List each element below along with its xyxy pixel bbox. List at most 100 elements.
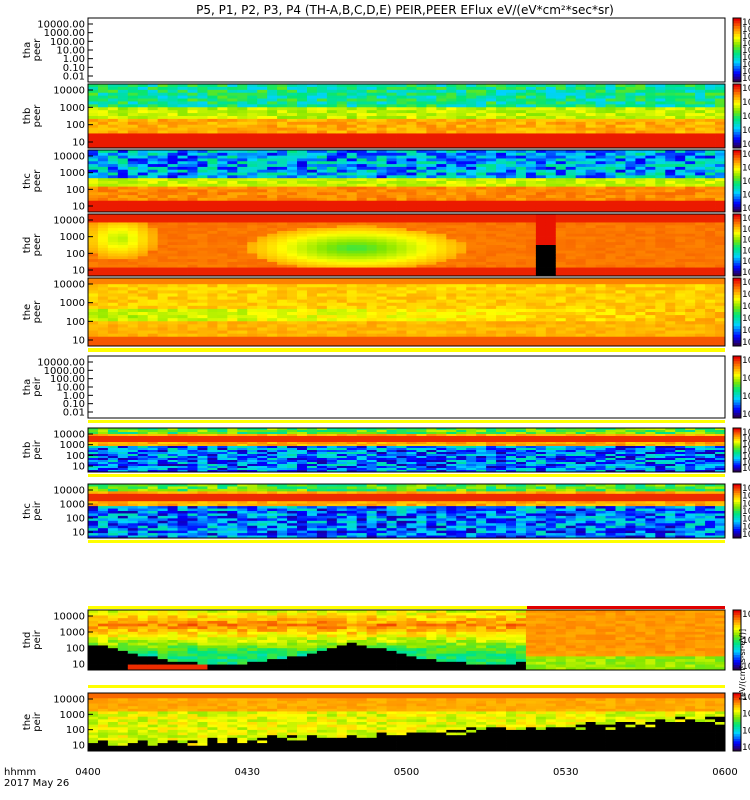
spectrogram-cell <box>97 86 109 91</box>
spectrogram-cell <box>496 139 507 143</box>
spectrogram-cell <box>157 339 169 344</box>
spectrogram-cell <box>247 315 258 319</box>
spectrogram-cell <box>665 214 676 218</box>
spectrogram-cell <box>127 200 139 204</box>
spectrogram-cell <box>506 247 517 252</box>
spectrogram-cell <box>496 116 507 120</box>
spectrogram-cell <box>705 233 716 237</box>
spectrogram-cell <box>416 142 427 146</box>
spectrogram-cell <box>277 113 288 117</box>
spectrogram-cell <box>257 305 268 310</box>
spectrogram-cell <box>346 186 358 190</box>
spectrogram-cell <box>97 178 109 182</box>
spectrogram-cell <box>436 259 447 263</box>
spectrogram-cell <box>107 247 119 252</box>
spectrogram-cell <box>555 127 567 131</box>
spectrogram-cell <box>426 270 437 274</box>
spectrogram-cell <box>88 256 99 260</box>
spectrogram-cell <box>297 236 308 240</box>
spectrogram-cell <box>197 195 208 199</box>
spectrogram-cell <box>187 186 198 190</box>
spectrogram-cell <box>625 155 636 159</box>
spectrogram-cell <box>297 172 308 176</box>
spectrogram-cell <box>157 228 169 232</box>
spectrogram-cell <box>535 225 547 229</box>
spectrogram-cell <box>197 305 208 310</box>
spectrogram-cell <box>635 230 646 235</box>
spectrogram-cell <box>97 242 109 246</box>
spectrogram-cell <box>227 92 238 97</box>
spectrogram-cell <box>316 155 328 159</box>
spectrogram-cell <box>237 225 248 229</box>
spectrogram-cell <box>227 130 238 134</box>
spectrogram-cell <box>366 225 378 229</box>
spectrogram-cell <box>247 284 258 288</box>
spectrogram-cell <box>525 256 537 260</box>
spectrogram-cell <box>575 107 587 111</box>
spectrogram-cell <box>237 308 248 313</box>
spectrogram-cell <box>426 124 437 129</box>
spectrogram-cell <box>635 107 646 111</box>
spectrogram-cell <box>625 214 636 218</box>
spectrogram-cell <box>366 175 378 179</box>
spectrogram-cell <box>207 233 218 237</box>
spectrogram-cell <box>187 308 198 313</box>
spectrogram-cell <box>585 95 597 99</box>
spectrogram-cell <box>326 236 338 240</box>
spectrogram-cell <box>227 150 238 154</box>
spectrogram-cell <box>227 136 238 140</box>
spectrogram-cell <box>515 195 527 199</box>
spectrogram-cell <box>705 172 716 176</box>
spectrogram-cell <box>456 172 467 176</box>
spectrogram-cell <box>97 214 109 218</box>
spectrogram-cell <box>297 110 308 114</box>
spectrogram-cell <box>137 333 149 338</box>
spectrogram-cell <box>476 245 487 249</box>
spectrogram-cell <box>137 270 149 274</box>
spectrogram-cell <box>127 233 139 237</box>
spectrogram-cell <box>107 264 119 268</box>
spectrogram-cell <box>685 172 696 176</box>
spectrogram-cell <box>157 315 169 319</box>
spectrogram-cell <box>695 145 706 149</box>
spectrogram-cell <box>366 107 378 111</box>
spectrogram-cell <box>416 150 427 154</box>
spectrogram-cell <box>456 236 467 240</box>
spectrogram-cell <box>217 121 228 126</box>
spectrogram-cell <box>376 166 387 171</box>
spectrogram-cell <box>615 158 626 162</box>
spectrogram-cell <box>585 181 597 185</box>
spectrogram-cell <box>376 273 387 277</box>
spectrogram-cell <box>605 104 616 108</box>
spectrogram-cell <box>705 200 716 204</box>
spectrogram-cell <box>476 259 487 263</box>
spectrogram-cell <box>127 228 139 232</box>
spectrogram-cell <box>316 259 328 263</box>
spectrogram-cell <box>665 113 676 117</box>
spectrogram-cell <box>336 270 348 274</box>
spectrogram-cell <box>167 315 178 319</box>
spectrogram-cell <box>237 152 248 157</box>
spectrogram-cell <box>436 107 447 111</box>
spectrogram-cell <box>117 336 129 341</box>
spectrogram-cell <box>217 203 228 207</box>
colorbar-cell <box>733 155 741 159</box>
spectrogram-cell <box>685 107 696 111</box>
spectrogram-cell <box>595 155 606 159</box>
spectrogram-cell <box>545 116 557 120</box>
spectrogram-cell <box>257 245 268 249</box>
spectrogram-cell <box>675 192 686 196</box>
spectrogram-cell <box>396 155 407 159</box>
spectrogram-cell <box>88 183 99 188</box>
spectrogram-cell <box>157 116 169 120</box>
spectrogram-cell <box>655 192 666 196</box>
spectrogram-cell <box>107 293 119 297</box>
spectrogram-cell <box>645 228 656 232</box>
spectrogram-cell <box>267 264 278 268</box>
spectrogram-cell <box>287 327 298 331</box>
spectrogram-cell <box>316 299 328 304</box>
spectrogram-cell <box>366 222 378 226</box>
spectrogram-cell <box>127 214 139 218</box>
spectrogram-cell <box>436 253 447 257</box>
spectrogram-cell <box>336 209 348 213</box>
